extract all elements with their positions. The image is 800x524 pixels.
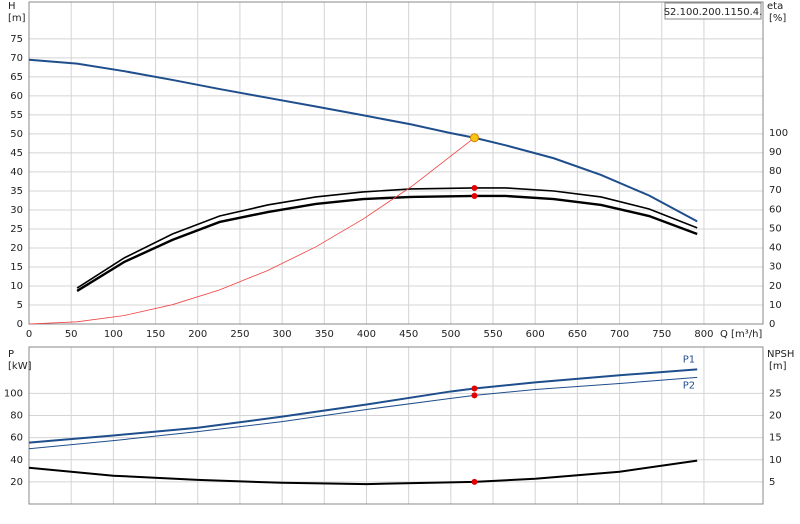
y2-tick-label: 20 <box>769 281 782 292</box>
annotation: S2.100.200.1150.4. <box>664 7 763 18</box>
curve <box>76 187 698 289</box>
x-tick-label: 400 <box>357 329 376 340</box>
y2-tick-label: 5 <box>769 477 775 488</box>
annotation-box <box>664 2 762 20</box>
x-tick-label: 50 <box>65 329 78 340</box>
curve <box>28 137 475 325</box>
y-axis-label: H <box>8 1 16 12</box>
y-tick-label: 60 <box>10 433 23 444</box>
y2-tick-label: 20 <box>769 411 782 422</box>
y-tick-label: 20 <box>10 477 23 488</box>
x-tick-label: 650 <box>568 329 587 340</box>
curve-label: P1 <box>683 354 695 365</box>
y2-tick-label: 40 <box>769 243 782 254</box>
operating-point <box>469 133 479 143</box>
y-tick-label: 100 <box>4 388 23 399</box>
y-tick-label: 70 <box>10 53 23 64</box>
plot-frame <box>28 1 764 325</box>
y-tick-label: 15 <box>10 262 23 273</box>
operating-point <box>471 184 478 191</box>
y2-tick-label: 100 <box>769 128 788 139</box>
y-tick-label: 65 <box>10 72 23 83</box>
x-tick-label: 450 <box>399 329 418 340</box>
x-tick-label: 550 <box>483 329 502 340</box>
x-tick-label: 700 <box>610 329 629 340</box>
x-tick-label: 750 <box>652 329 671 340</box>
x-tick-label: 0 <box>26 329 32 340</box>
y-tick-label: 30 <box>10 205 23 216</box>
x-tick-label: 350 <box>315 329 334 340</box>
x-axis-label: Q [m³/h] <box>720 329 762 340</box>
y-tick-label: 25 <box>10 224 23 235</box>
y2-axis-unit: [%] <box>769 13 786 24</box>
x-tick-label: 800 <box>694 329 713 340</box>
y2-tick-label: 60 <box>769 204 782 215</box>
curve <box>28 368 698 444</box>
y-axis-unit: [kW] <box>8 361 32 372</box>
y-tick-label: 60 <box>10 91 23 102</box>
y-axis-label: P <box>8 349 14 360</box>
y-tick-label: 40 <box>10 455 23 466</box>
y-axis-unit: [m] <box>8 13 26 24</box>
y2-axis-label: NPSH <box>767 349 794 360</box>
x-tick-label: 300 <box>273 329 292 340</box>
y-tick-label: 50 <box>10 129 23 140</box>
y-tick-label: 20 <box>10 243 23 254</box>
y2-tick-label: 10 <box>769 300 782 311</box>
y-tick-label: 10 <box>10 281 23 292</box>
y-tick-label: 35 <box>10 186 23 197</box>
curve <box>28 58 698 223</box>
y2-tick-label: 0 <box>769 319 775 330</box>
plot-frame <box>28 346 764 505</box>
operating-point <box>471 478 478 485</box>
y-tick-label: 0 <box>17 319 23 330</box>
x-tick-label: 500 <box>441 329 460 340</box>
y2-tick-label: 15 <box>769 433 782 444</box>
y2-tick-label: 70 <box>769 185 782 196</box>
operating-point <box>471 385 478 392</box>
y2-tick-label: 30 <box>769 262 782 273</box>
curve <box>28 459 698 486</box>
x-tick-label: 150 <box>146 329 165 340</box>
y-tick-label: 45 <box>10 148 23 159</box>
y2-tick-label: 50 <box>769 223 782 234</box>
y2-tick-label: 25 <box>769 388 782 399</box>
y-tick-label: 75 <box>10 34 23 45</box>
curve-label: P2 <box>683 380 695 391</box>
y-tick-label: 55 <box>10 110 23 121</box>
y2-tick-label: 80 <box>769 166 782 177</box>
operating-point <box>471 192 478 199</box>
y2-axis-label: eta <box>767 1 783 12</box>
y-tick-label: 40 <box>10 167 23 178</box>
curve <box>76 194 698 292</box>
operating-point <box>471 392 478 399</box>
x-tick-label: 200 <box>188 329 207 340</box>
y-tick-label: 80 <box>10 411 23 422</box>
curve <box>28 376 698 450</box>
x-tick-label: 100 <box>104 329 123 340</box>
x-tick-label: 250 <box>230 329 249 340</box>
y2-tick-label: 90 <box>769 147 782 158</box>
y2-tick-label: 10 <box>769 455 782 466</box>
x-tick-label: 600 <box>526 329 545 340</box>
y-tick-label: 5 <box>17 300 23 311</box>
y2-axis-unit: [m] <box>769 361 787 372</box>
